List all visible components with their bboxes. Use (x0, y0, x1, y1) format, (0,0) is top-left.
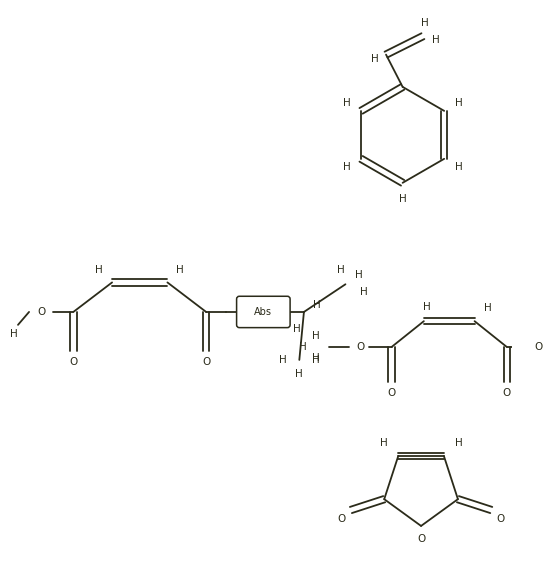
Text: H: H (432, 35, 440, 45)
Text: H: H (423, 302, 430, 312)
Text: H: H (177, 264, 184, 275)
Text: H: H (343, 162, 351, 172)
Text: H: H (313, 300, 321, 309)
Text: H: H (421, 18, 429, 28)
Text: H: H (399, 195, 407, 204)
Text: H: H (337, 266, 345, 275)
Text: O: O (496, 514, 505, 524)
Text: H: H (343, 97, 351, 108)
Text: O: O (387, 388, 396, 398)
Text: O: O (337, 514, 346, 524)
Text: H: H (295, 369, 303, 379)
Text: O: O (202, 357, 211, 367)
Text: H: H (371, 54, 379, 64)
Text: H: H (279, 355, 286, 365)
Text: H: H (95, 264, 103, 275)
Text: O: O (356, 342, 365, 352)
Text: H: H (293, 324, 300, 334)
FancyBboxPatch shape (237, 296, 290, 328)
Text: H: H (356, 270, 363, 280)
Text: Abs: Abs (254, 307, 273, 317)
Text: H: H (11, 329, 18, 339)
Text: H: H (455, 162, 463, 172)
Text: H: H (484, 303, 491, 313)
Text: H: H (312, 353, 320, 363)
Text: O: O (534, 342, 542, 352)
Text: O: O (69, 357, 78, 367)
Text: H: H (299, 342, 307, 352)
Text: H: H (455, 438, 463, 448)
Text: H: H (379, 438, 387, 448)
Text: H: H (455, 97, 463, 108)
Text: H: H (312, 331, 320, 341)
Text: H: H (360, 287, 368, 297)
Text: O: O (417, 534, 425, 544)
Text: O: O (37, 307, 45, 317)
Text: O: O (502, 388, 511, 398)
Text: H: H (312, 355, 320, 365)
